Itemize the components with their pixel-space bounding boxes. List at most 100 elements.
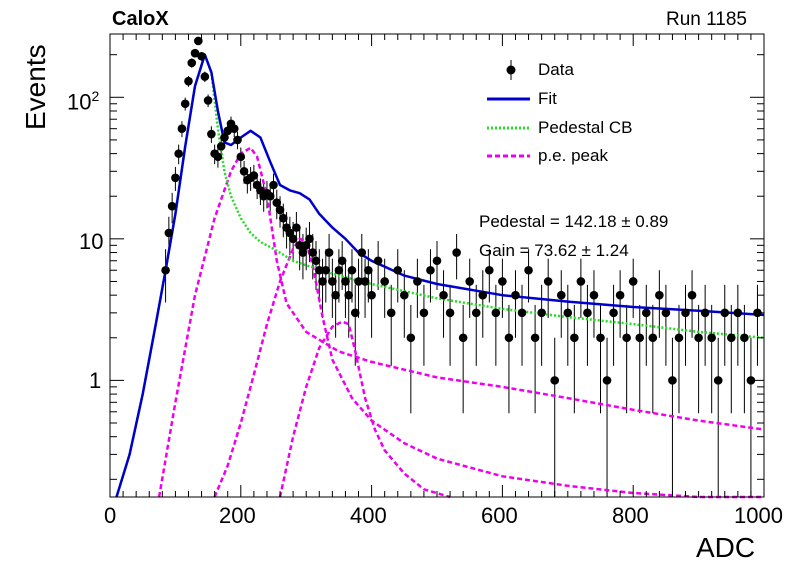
x-axis-title: ADC [696, 532, 756, 563]
x-tick-label: 200 [219, 503, 256, 528]
data-point [674, 333, 684, 343]
data-point [187, 58, 197, 68]
data-point [203, 96, 213, 105]
gain-annotation: Gain = 73.62 ± 1.24 [479, 241, 629, 260]
data-point [733, 308, 743, 318]
data-point [207, 129, 216, 139]
data-point [478, 290, 488, 300]
data-point [491, 308, 501, 318]
x-tick-label: 800 [612, 503, 649, 528]
data-point [622, 333, 631, 343]
x-tick-label: 0 [104, 503, 117, 528]
data-point [570, 333, 579, 343]
data-point [498, 277, 507, 286]
data-point [681, 308, 690, 318]
data-point [517, 308, 527, 318]
data-point [628, 277, 638, 286]
data-point [556, 290, 566, 300]
data-point [249, 171, 259, 180]
data-point [265, 191, 275, 201]
data-point [452, 248, 461, 257]
data-point [298, 248, 308, 257]
data-point [655, 290, 664, 300]
legend-label-data: Data [538, 60, 574, 79]
data-point [504, 333, 514, 343]
data-point [236, 152, 246, 162]
data-point [439, 290, 448, 300]
p-e-peak-1-curve [157, 146, 765, 498]
y-tick-label: 1 [89, 368, 102, 393]
data-point [393, 265, 403, 275]
data-point [740, 333, 749, 343]
data-point [426, 265, 435, 275]
fit-curve [115, 53, 765, 498]
data-point [458, 333, 468, 343]
data-point [193, 36, 203, 46]
data-point [272, 198, 282, 208]
legend-label-fit: Fit [538, 89, 557, 108]
data-point [360, 277, 370, 286]
data-point [485, 265, 494, 275]
data-point [530, 333, 540, 343]
data-point [720, 308, 730, 318]
legend-label-pedestal: Pedestal CB [538, 118, 633, 137]
data-point [308, 248, 318, 257]
data-point [589, 290, 599, 300]
data-point [197, 51, 206, 61]
data-point [292, 223, 301, 232]
data-point [432, 256, 442, 266]
data-point [700, 308, 710, 318]
axis-ticks [109, 34, 765, 497]
data-point [164, 228, 174, 238]
data-point [357, 248, 367, 257]
pedestal-annotation: Pedestal = 142.18 ± 0.89 [479, 212, 669, 231]
data-point [334, 265, 344, 275]
data-point [328, 277, 337, 286]
data-point [563, 308, 573, 318]
data-point [445, 308, 455, 318]
data-point [727, 333, 736, 343]
y-tick-label: 10 [79, 229, 104, 254]
data-point [386, 308, 396, 318]
pedestal-cb-curve [115, 53, 765, 498]
data-point [687, 290, 697, 300]
data-point [216, 142, 226, 151]
data-point [321, 265, 331, 275]
data-point [341, 277, 350, 286]
p-e-peak-3-curve [278, 320, 451, 499]
data-point [213, 152, 223, 162]
data-point [635, 333, 645, 343]
data-point [583, 308, 592, 318]
data-point [648, 333, 658, 343]
data-point [550, 376, 560, 385]
data-point [174, 149, 183, 158]
data-point [707, 333, 716, 343]
data-point [295, 241, 304, 250]
data-point [161, 265, 170, 275]
data-point [350, 308, 360, 318]
data-point [324, 248, 334, 257]
data-point [596, 333, 605, 343]
data-point [171, 173, 180, 183]
data-point [301, 241, 311, 250]
data-point [465, 277, 475, 286]
legend-label-pe: p.e. peak [538, 146, 608, 165]
data-point [413, 277, 422, 286]
data-point [331, 290, 340, 300]
legend-data-marker [506, 65, 516, 75]
x-tick-label: 1000 [734, 503, 783, 528]
data-point [471, 308, 481, 318]
data-point [713, 376, 723, 385]
data-point [190, 48, 200, 58]
data-point [419, 308, 429, 318]
y-axis-title: Events [20, 44, 51, 130]
data-point [275, 205, 285, 215]
data-point [288, 234, 298, 244]
data-point [524, 265, 533, 275]
data-point [177, 124, 187, 133]
x-tick-label: 600 [481, 503, 518, 528]
data-point [311, 256, 321, 266]
data-point [609, 308, 618, 318]
data-point [314, 265, 324, 275]
